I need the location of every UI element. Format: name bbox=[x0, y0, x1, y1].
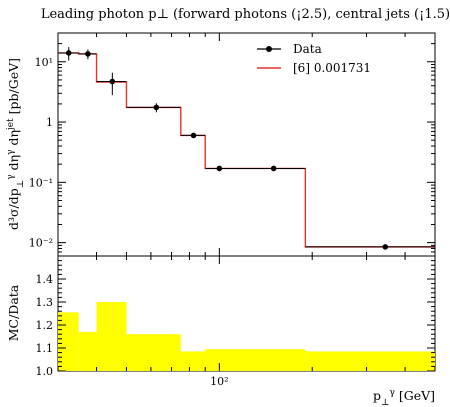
legend-data-label: Data bbox=[293, 42, 322, 56]
ratio-y-tick-label: 1.3 bbox=[36, 296, 54, 309]
main-y-tick-label: 1 bbox=[46, 116, 53, 129]
data-point bbox=[216, 165, 223, 172]
main-plot-frame bbox=[57, 32, 436, 257]
ratio-band-bin bbox=[305, 351, 435, 371]
x-tick-label: 10² bbox=[210, 375, 228, 388]
data-point bbox=[153, 104, 160, 111]
chart-title: Leading photon p⊥ (forward photons (¡2.5… bbox=[41, 7, 450, 22]
ratio-band-bin bbox=[58, 312, 79, 371]
ratio-layer bbox=[58, 302, 435, 371]
ratio-y-tick-label: 1.1 bbox=[36, 342, 54, 355]
data-point bbox=[270, 165, 277, 172]
legend: Data [6] 0.001731 bbox=[257, 42, 371, 75]
ratio-band-bin bbox=[78, 331, 97, 371]
ratio-band-bin bbox=[180, 351, 206, 371]
main-layer bbox=[58, 47, 435, 250]
ratio-band-bin bbox=[126, 334, 181, 371]
ratio-y-tick-label: 1.4 bbox=[36, 273, 54, 286]
legend-data-marker bbox=[266, 46, 272, 52]
main-y-axis-label: d³σ/dp⊥γ dηγ dηjet [pb/GeV] bbox=[6, 58, 26, 230]
data-point bbox=[109, 78, 116, 85]
ratio-band-bin bbox=[96, 302, 127, 371]
ratio-band-bin bbox=[232, 349, 306, 371]
data-point bbox=[382, 244, 389, 250]
ratio-y-axis-label: MC/Data bbox=[6, 284, 21, 341]
x-axis-label: p⊥γ [GeV] bbox=[373, 388, 435, 407]
ticks-layer: 10¹ 1 10⁻¹ 10⁻² 1.0 1.1 1.2 1.3 1.4 10² bbox=[29, 32, 436, 388]
main-y-tick-label: 10¹ bbox=[35, 56, 53, 69]
ratio-y-tick-label: 1.2 bbox=[36, 319, 54, 332]
main-y-tick-label: 10⁻² bbox=[29, 237, 53, 250]
ratio-band-bin bbox=[205, 349, 233, 371]
data-point bbox=[85, 51, 91, 57]
main-y-tick-label: 10⁻¹ bbox=[29, 176, 53, 189]
data-point bbox=[190, 132, 197, 139]
legend-mc-label: [6] 0.001731 bbox=[293, 61, 371, 75]
ratio-y-tick-label: 1.0 bbox=[36, 365, 54, 378]
data-point bbox=[65, 50, 72, 56]
